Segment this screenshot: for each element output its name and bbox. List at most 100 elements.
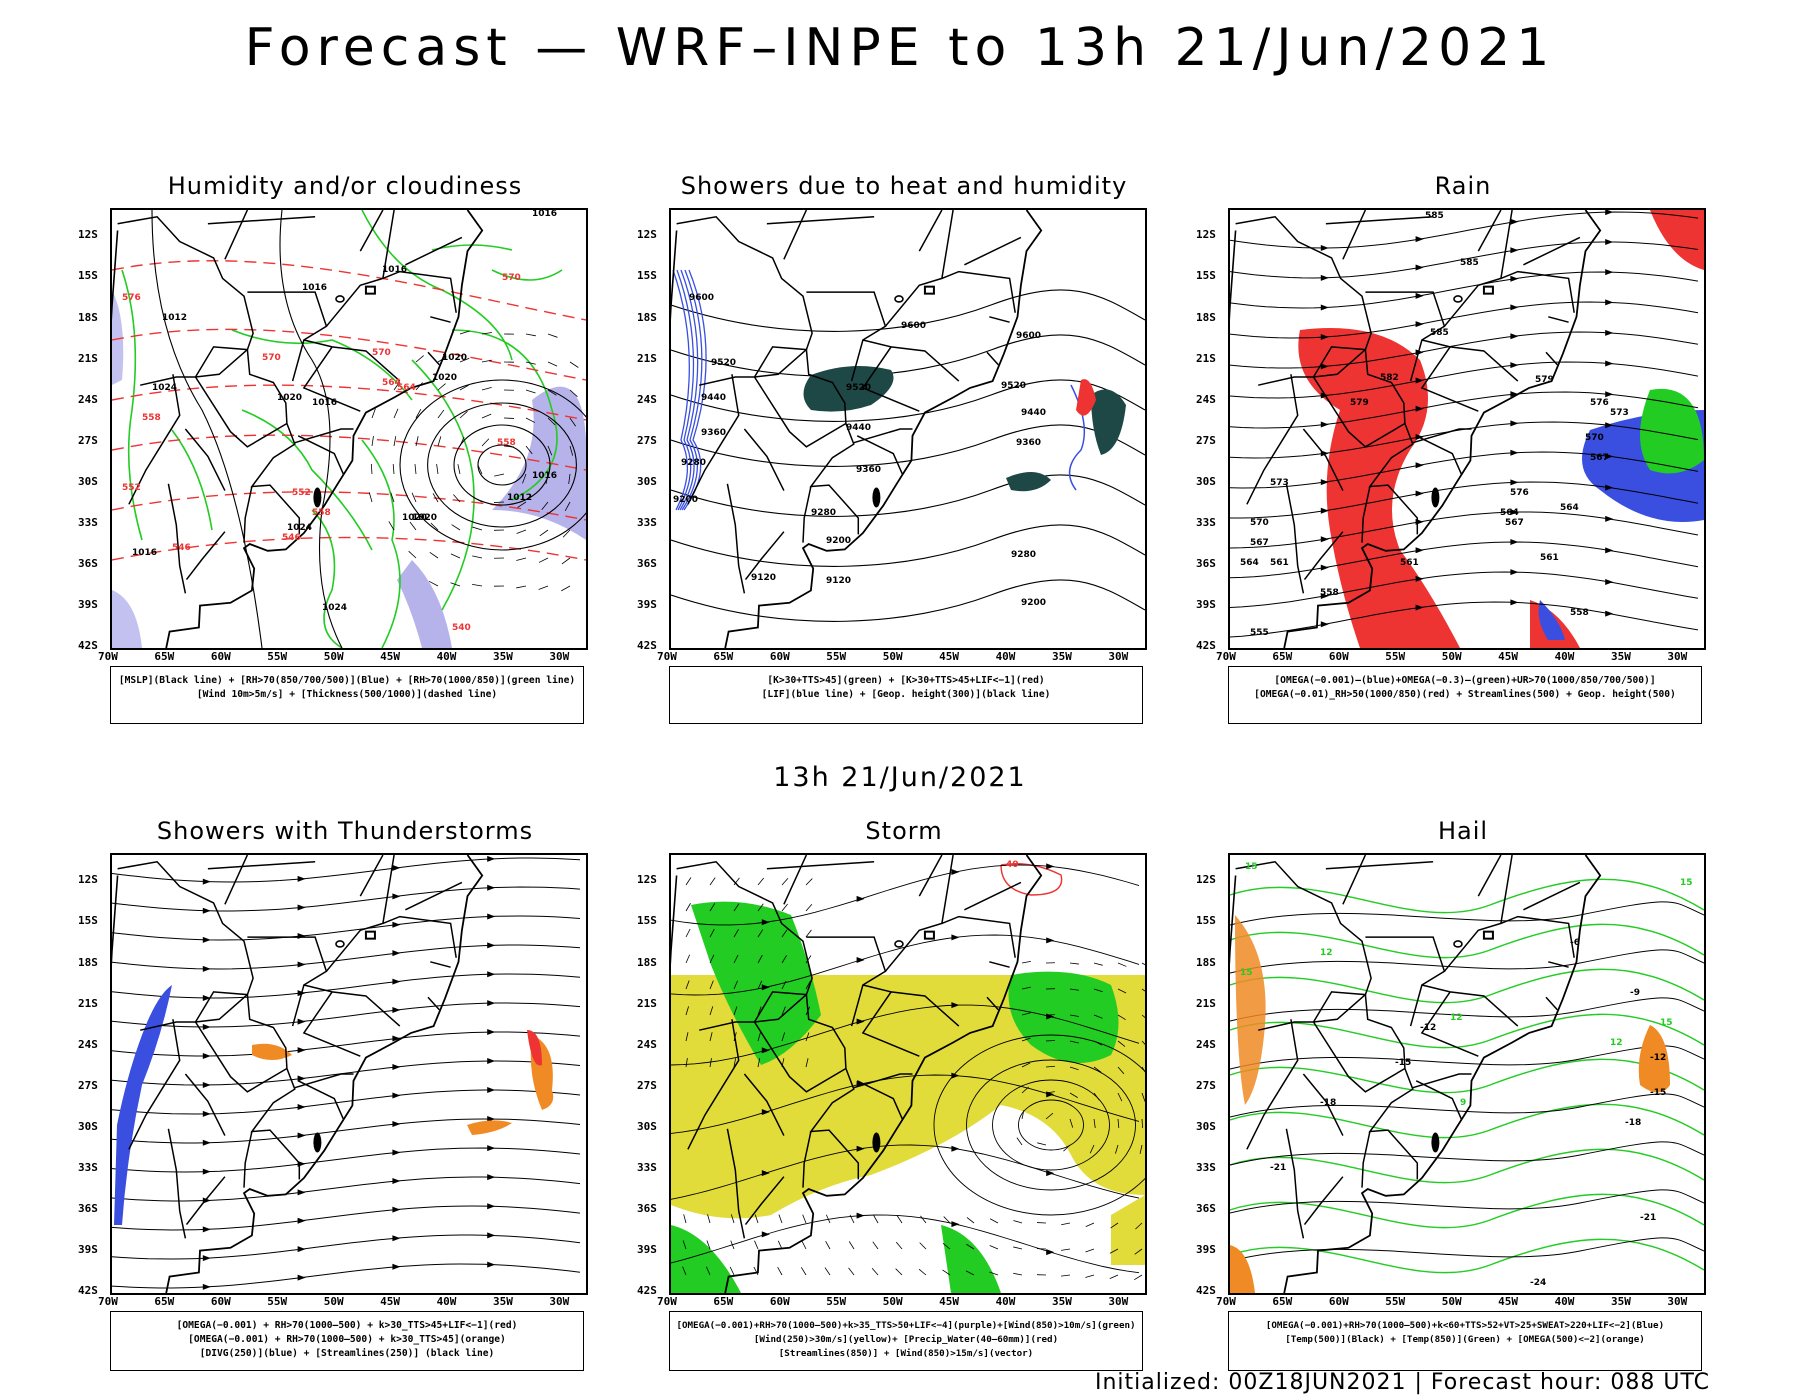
wind-vector [709, 1058, 712, 1068]
divergence-blue-area [114, 985, 172, 1225]
wind-vector [709, 1006, 714, 1016]
longitude-tick-label: 55W [826, 1295, 847, 1308]
wind-vector [525, 417, 536, 423]
longitude-tick-label: 70W [657, 650, 677, 663]
wind-vector [1109, 1274, 1119, 1280]
wind-vector [1089, 1144, 1095, 1154]
temp850-green-contour [1230, 1193, 1704, 1229]
wind-vector [733, 1058, 737, 1068]
wind-vector [1021, 961, 1031, 964]
longitude-tick-label: 40W [995, 650, 1016, 663]
longitude-tick-label: 55W [267, 1295, 288, 1308]
omega-green-area [1640, 388, 1704, 474]
latitude-tick-label: 21S [1196, 351, 1216, 365]
pressure-label: 1016 [532, 210, 557, 219]
wind-vector [1013, 1272, 1023, 1276]
jet-yellow-area [1111, 1195, 1145, 1265]
lif-blue-contour [672, 269, 690, 511]
legend-showers-heat: [K>30+TTS>45](green) + [K>30+TTS>45+LIF<… [669, 666, 1143, 724]
temp850-label: 12 [1610, 1038, 1623, 1048]
lif-blue-contour [679, 269, 699, 511]
latitude-tick-label: 30S [78, 1119, 98, 1133]
wind-vector [709, 877, 716, 886]
legend-rain: [OMEGA(−0.001)–(blue)+OMEGA(−0.3)–(green… [1228, 666, 1702, 724]
thickness-dashed-contour [112, 491, 586, 521]
wind-vector [1093, 988, 1103, 993]
longitude-tick-label: 35W [1611, 1295, 1631, 1308]
latitude-tick-label: 24S [1196, 392, 1216, 406]
rh-green-contour [491, 269, 563, 281]
wind-vector [411, 492, 417, 503]
wind-vector [564, 501, 571, 511]
thunderstorm-red-area [527, 1030, 542, 1066]
wind-vector [1085, 1274, 1095, 1278]
temp500-black-contour [1230, 901, 1704, 926]
wind850-green-area [691, 901, 821, 1065]
legend-line: [K>30+TTS>45](green) + [K>30+TTS>45+LIF<… [767, 675, 1045, 686]
geopotential-label: 558 [1320, 588, 1339, 598]
geopotential-label: 564 [1560, 503, 1579, 513]
valid-time-title: 13h 21/Jun/2021 [773, 762, 1027, 793]
wind-vector [1117, 1066, 1125, 1075]
longitude-tick-label: 65W [713, 1295, 734, 1308]
map-humidity-cloudiness[interactable]: 1016 1016 1016 1012 1020 1024 1016 1020 1020 1016… [110, 208, 588, 650]
legend-line: [Streamlines(850)] + [Wind(850)>15m/s](v… [778, 1348, 1034, 1359]
geopotential-label: 585 [1430, 328, 1449, 338]
geopotential-contour [671, 474, 1145, 517]
latitude-tick-label: 33S [637, 1160, 657, 1174]
longitude-tick-label: 60W [210, 650, 231, 663]
wind-vector [730, 1214, 735, 1224]
thunderstorm-overlays [112, 855, 581, 1290]
wind-vector [685, 1058, 688, 1068]
mslp-contour [477, 444, 527, 486]
wind-vector [481, 413, 492, 419]
geopotential-label: 9360 [701, 428, 726, 438]
wind-vector [1069, 1118, 1074, 1128]
wind-vector [709, 903, 716, 912]
geopotential-label: 9600 [1016, 331, 1041, 341]
wind-vector [709, 1032, 713, 1042]
wind-vector [848, 1267, 855, 1276]
map-rain[interactable]: 585 585 585 582 579 576 573 570 567 564 561 558 555 5… [1228, 208, 1706, 650]
wind-vector [1117, 1014, 1126, 1021]
wind-vector [451, 524, 461, 531]
rh-green-contour [171, 429, 213, 531]
temp500-label: -24 [1530, 1278, 1546, 1288]
map-hail[interactable]: -6 -9 -12 -15 -18 -21 -24 -12 -15 -18 -21 15 15 12 15 1… [1228, 853, 1706, 1295]
thickness-label: 570 [262, 353, 281, 363]
wind-vector [754, 1240, 759, 1250]
latitude-tick-label: 15S [78, 914, 98, 928]
latitude-tick-label: 24S [78, 392, 98, 406]
wind-vector [503, 445, 514, 448]
latitude-tick-label: 39S [1196, 1242, 1216, 1256]
lif-blue-contour [683, 269, 707, 511]
pressure-label: 1020 [277, 393, 302, 403]
map-storm[interactable]: 40 [669, 853, 1147, 1295]
wind-vector [459, 357, 470, 363]
latitude-tick-label: 33S [637, 515, 657, 529]
wind-vector [459, 384, 469, 391]
latitude-tick-label: 24S [78, 1037, 98, 1051]
wind-vector [757, 1006, 762, 1016]
wind-vector [989, 1271, 999, 1276]
map-thunderstorms[interactable] [110, 853, 588, 1295]
wind-vector [777, 1240, 783, 1250]
wind-vector [517, 501, 527, 508]
thickness-label: 564 [382, 378, 401, 388]
wind-vector [757, 877, 765, 886]
wind-vector [1037, 1142, 1047, 1146]
pressure-label: 1012 [507, 493, 532, 503]
longitude-tick-label: 40W [1554, 650, 1575, 663]
wind-vector [368, 492, 373, 503]
map-showers-heat-humidity[interactable]: 9600 9600 9520 9440 9360 9280 9200 9120 9520 9440… [669, 208, 1147, 650]
wind-vector [757, 980, 763, 990]
streamline-850 [992, 1079, 1110, 1171]
latitude-tick-label: 27S [1196, 1078, 1216, 1092]
wind-vector [1141, 1066, 1145, 1073]
wind-vector [800, 1267, 807, 1276]
latitude-tick-label: 27S [1196, 433, 1216, 447]
wind-vector [757, 1032, 761, 1042]
wind-vector [390, 492, 395, 503]
wind-vector [989, 1218, 999, 1224]
wind-vector [538, 557, 549, 563]
